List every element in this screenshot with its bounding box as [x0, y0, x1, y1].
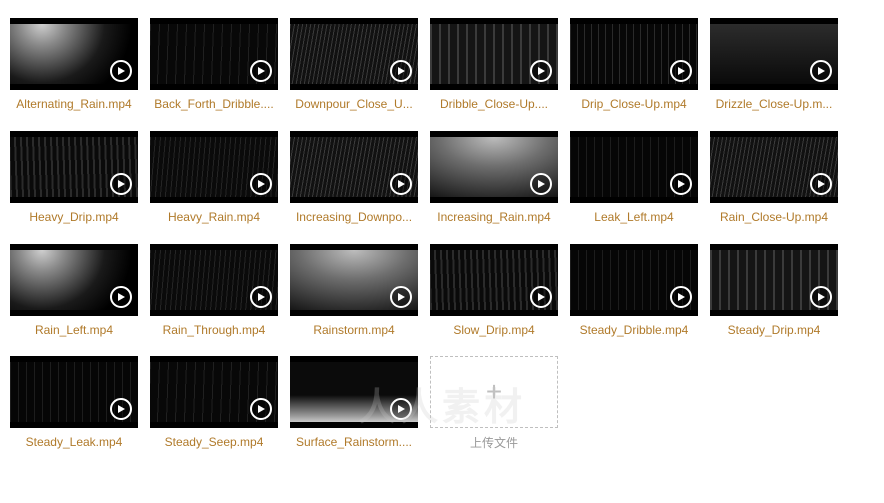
play-icon[interactable] — [530, 286, 552, 308]
video-item: Surface_Rainstorm.... — [290, 356, 418, 451]
play-icon[interactable] — [110, 286, 132, 308]
video-item: Rain_Close-Up.mp4 — [710, 131, 838, 226]
upload-button[interactable]: + — [430, 356, 558, 428]
play-icon[interactable] — [390, 60, 412, 82]
play-icon[interactable] — [110, 173, 132, 195]
plus-icon: + — [486, 378, 502, 406]
video-thumbnail[interactable] — [150, 356, 278, 428]
video-item: Leak_Left.mp4 — [570, 131, 698, 226]
video-item: Rain_Through.mp4 — [150, 244, 278, 339]
video-filename-label[interactable]: Leak_Left.mp4 — [594, 209, 673, 226]
video-filename-label[interactable]: Increasing_Downpo... — [296, 209, 412, 226]
video-item: Dribble_Close-Up.... — [430, 18, 558, 113]
video-thumbnail[interactable] — [150, 244, 278, 316]
video-thumbnail[interactable] — [290, 356, 418, 428]
video-item: Rainstorm.mp4 — [290, 244, 418, 339]
video-thumbnail[interactable] — [150, 131, 278, 203]
video-item: Increasing_Rain.mp4 — [430, 131, 558, 226]
video-item: Heavy_Drip.mp4 — [10, 131, 138, 226]
video-item: Steady_Seep.mp4 — [150, 356, 278, 451]
play-icon[interactable] — [670, 173, 692, 195]
video-filename-label[interactable]: Rain_Through.mp4 — [163, 322, 266, 339]
video-thumbnail[interactable] — [710, 244, 838, 316]
video-item: Drizzle_Close-Up.m... — [710, 18, 838, 113]
video-filename-label[interactable]: Rainstorm.mp4 — [313, 322, 394, 339]
video-item: Slow_Drip.mp4 — [430, 244, 558, 339]
play-icon[interactable] — [390, 173, 412, 195]
video-thumbnail-grid: Alternating_Rain.mp4 Back_Forth_Dribble..… — [10, 18, 874, 451]
video-filename-label[interactable]: Dribble_Close-Up.... — [440, 96, 548, 113]
video-filename-label[interactable]: Rain_Close-Up.mp4 — [720, 209, 828, 226]
video-thumbnail[interactable] — [10, 356, 138, 428]
video-filename-label[interactable]: Rain_Left.mp4 — [35, 322, 113, 339]
play-icon[interactable] — [390, 286, 412, 308]
video-filename-label[interactable]: Slow_Drip.mp4 — [453, 322, 534, 339]
video-thumbnail[interactable] — [430, 131, 558, 203]
video-item: Rain_Left.mp4 — [10, 244, 138, 339]
play-icon[interactable] — [530, 173, 552, 195]
video-filename-label[interactable]: Surface_Rainstorm.... — [296, 434, 412, 451]
video-item: Increasing_Downpo... — [290, 131, 418, 226]
video-thumbnail[interactable] — [150, 18, 278, 90]
video-thumbnail[interactable] — [290, 131, 418, 203]
play-icon[interactable] — [810, 173, 832, 195]
play-icon[interactable] — [670, 286, 692, 308]
play-icon[interactable] — [110, 60, 132, 82]
video-item: Steady_Leak.mp4 — [10, 356, 138, 451]
play-icon[interactable] — [810, 286, 832, 308]
video-item: Alternating_Rain.mp4 — [10, 18, 138, 113]
video-thumbnail[interactable] — [710, 131, 838, 203]
video-item: Heavy_Rain.mp4 — [150, 131, 278, 226]
upload-item: + 上传文件 — [430, 356, 558, 451]
video-item: Steady_Drip.mp4 — [710, 244, 838, 339]
upload-label: 上传文件 — [470, 434, 518, 451]
video-filename-label[interactable]: Drip_Close-Up.mp4 — [581, 96, 686, 113]
play-icon[interactable] — [250, 173, 272, 195]
video-filename-label[interactable]: Increasing_Rain.mp4 — [437, 209, 550, 226]
video-filename-label[interactable]: Alternating_Rain.mp4 — [16, 96, 131, 113]
video-thumbnail[interactable] — [10, 244, 138, 316]
video-thumbnail[interactable] — [290, 18, 418, 90]
video-item: Downpour_Close_U... — [290, 18, 418, 113]
video-filename-label[interactable]: Steady_Seep.mp4 — [165, 434, 264, 451]
video-item: Drip_Close-Up.mp4 — [570, 18, 698, 113]
video-filename-label[interactable]: Heavy_Drip.mp4 — [29, 209, 118, 226]
video-filename-label[interactable]: Downpour_Close_U... — [295, 96, 412, 113]
video-filename-label[interactable]: Steady_Dribble.mp4 — [580, 322, 689, 339]
video-filename-label[interactable]: Steady_Drip.mp4 — [728, 322, 821, 339]
video-thumbnail[interactable] — [10, 18, 138, 90]
video-thumbnail[interactable] — [430, 18, 558, 90]
video-item: Back_Forth_Dribble.... — [150, 18, 278, 113]
video-thumbnail[interactable] — [570, 18, 698, 90]
video-thumbnail[interactable] — [710, 18, 838, 90]
video-filename-label[interactable]: Drizzle_Close-Up.m... — [716, 96, 833, 113]
video-thumbnail[interactable] — [570, 244, 698, 316]
play-icon[interactable] — [670, 60, 692, 82]
video-thumbnail[interactable] — [10, 131, 138, 203]
video-filename-label[interactable]: Back_Forth_Dribble.... — [154, 96, 273, 113]
video-thumbnail[interactable] — [290, 244, 418, 316]
video-item: Steady_Dribble.mp4 — [570, 244, 698, 339]
video-thumbnail[interactable] — [570, 131, 698, 203]
play-icon[interactable] — [530, 60, 552, 82]
play-icon[interactable] — [250, 60, 272, 82]
play-icon[interactable] — [810, 60, 832, 82]
video-filename-label[interactable]: Heavy_Rain.mp4 — [168, 209, 260, 226]
video-thumbnail[interactable] — [430, 244, 558, 316]
play-icon[interactable] — [250, 286, 272, 308]
video-filename-label[interactable]: Steady_Leak.mp4 — [26, 434, 123, 451]
